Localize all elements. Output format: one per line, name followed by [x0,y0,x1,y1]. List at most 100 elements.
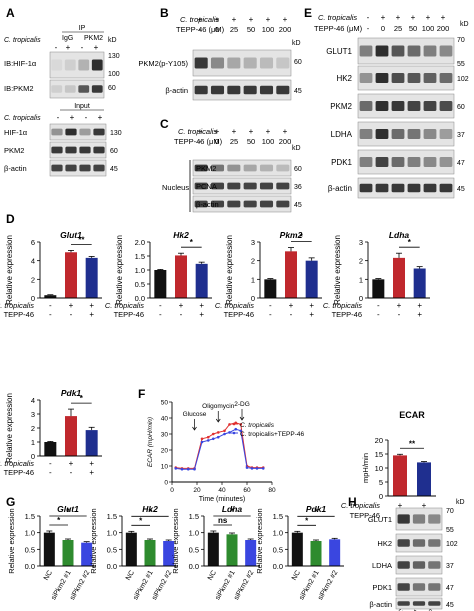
sign: + [98,113,103,122]
dose-label: - [367,24,370,33]
sig-label: * [66,507,70,516]
blot-band [412,583,426,591]
series-point [206,439,210,442]
sign: + [441,13,446,22]
y-axis-label: Relative expression [89,508,98,573]
blot-a-input [49,159,107,177]
sig-label: * [80,394,84,403]
tick-label: 0 [164,480,168,487]
blot-row-label: PCNA [196,182,217,191]
blot-band [391,45,405,57]
ip-label: IP [79,25,86,32]
blot-background [49,79,105,99]
series-point [239,429,243,433]
kd-label: kD [108,37,117,44]
tick-label: 0 [379,492,383,501]
blot-band [359,45,373,57]
dose-label: 50 [409,24,417,33]
blot-band [65,164,77,172]
chart-title: Hk2 [142,504,158,514]
sig-label: ns [218,516,228,525]
sign: + [198,15,203,24]
blot-band [78,59,90,71]
row-label: TEPP-46 (μM) [174,137,223,146]
bar-chart [154,255,208,298]
blot-band [259,200,274,208]
series-point [211,432,215,436]
x-category-label: siPkm2 #2 [233,569,255,601]
tick-label: 0 [31,452,35,461]
tick-label: 15 [375,450,383,459]
blot-band [51,59,63,71]
bar [154,270,167,298]
sign: + [232,127,237,136]
kd-value: 45 [294,202,302,209]
blot-band [359,72,373,84]
y-axis-label: Relative expression [333,235,342,305]
blot-band [375,183,389,193]
sign: + [94,43,99,52]
sign: + [266,15,271,24]
blot-b-phospho [192,49,292,77]
blot-band [397,539,410,547]
x-category-label: NC [125,570,136,582]
blot-band [439,128,453,140]
row-label: TEPP-46 [350,511,380,520]
tick-label: 0 [359,294,363,303]
blot-row-label: HK2 [377,539,392,548]
sign: + [397,301,402,310]
tick-label: 0.0 [25,562,35,571]
kd-value: 45 [110,166,118,173]
sign: - [85,113,88,122]
blot-band [79,128,91,136]
blot-band [375,128,389,140]
sign: - [70,468,73,477]
chart-title: ECAR [399,410,425,420]
dose-label: - [199,137,202,146]
blot-band [439,156,453,168]
kd-label: kD [456,499,465,506]
series-point [200,440,204,444]
sign: + [417,310,422,319]
row-label: C. tropicalis [180,15,219,24]
dose-label: 0 [381,24,385,33]
series-point [174,467,178,470]
blot-band [391,183,405,193]
y-axis-label: ECAR (mpH/min) [147,417,154,467]
blot-c [192,159,292,177]
blot-band [391,72,405,84]
series-point [223,432,226,436]
kd-value: 47 [446,585,454,592]
blot-band [51,164,63,172]
blot-background [49,159,107,177]
blot-band [227,182,241,190]
bar [226,534,238,566]
chart-title: Ldha [389,230,410,240]
blot-background [49,123,107,141]
panel-letter: D [6,212,15,226]
blot-band [194,200,208,208]
bar [163,541,175,566]
sign: + [69,459,74,468]
sign: + [66,43,71,52]
bar-chart [291,532,341,566]
tick-label: 20 [375,436,383,445]
blot-row-label: GLUT1 [368,515,392,524]
dose-label: 200 [279,137,292,146]
tick-label: 0.5 [273,545,283,554]
dose-label: 0 [215,137,219,146]
blot-band [423,45,437,57]
blot-band [79,146,91,154]
series-point [206,435,210,439]
kd-value: 60 [294,166,302,173]
tick-label: 0.5 [25,545,35,554]
sig-label: ** [409,439,416,448]
blot-c [192,177,292,195]
row-label: TEPP-46 (μM) [314,24,363,33]
row-label: C. tropicalis [341,501,380,510]
series-point [193,467,196,471]
bar [310,541,322,566]
blot-band [65,128,77,136]
y-axis-label: Relative expression [225,235,234,305]
sign: + [89,310,94,319]
